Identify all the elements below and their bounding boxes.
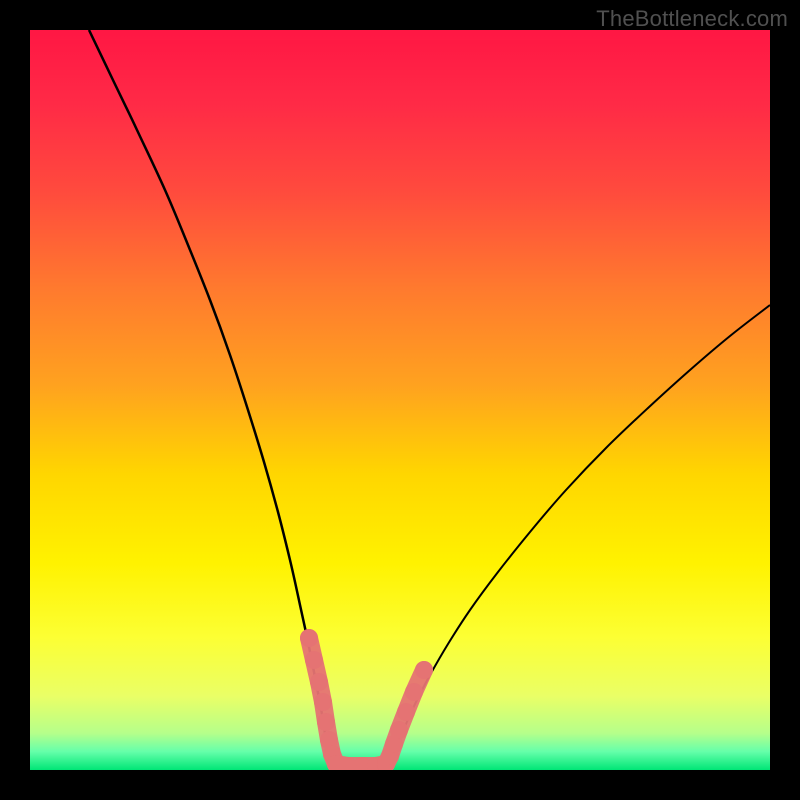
plot-area [30,30,770,770]
markers-group [300,629,433,770]
marker-dot [397,703,415,721]
marker-dot [415,661,433,679]
marker-dot [405,683,423,701]
watermark-text: TheBottleneck.com [596,6,788,32]
curves-layer [30,30,770,770]
marker-dot [317,713,335,731]
chart-frame: TheBottleneck.com [0,0,800,800]
marker-dot [314,693,332,711]
series-group [89,30,770,770]
marker-dot [390,721,408,739]
marker-dot [310,673,328,691]
marker-dot [300,629,318,647]
series-left-curve [89,30,333,770]
series-right-curve [385,305,770,770]
marker-dot [305,651,323,669]
